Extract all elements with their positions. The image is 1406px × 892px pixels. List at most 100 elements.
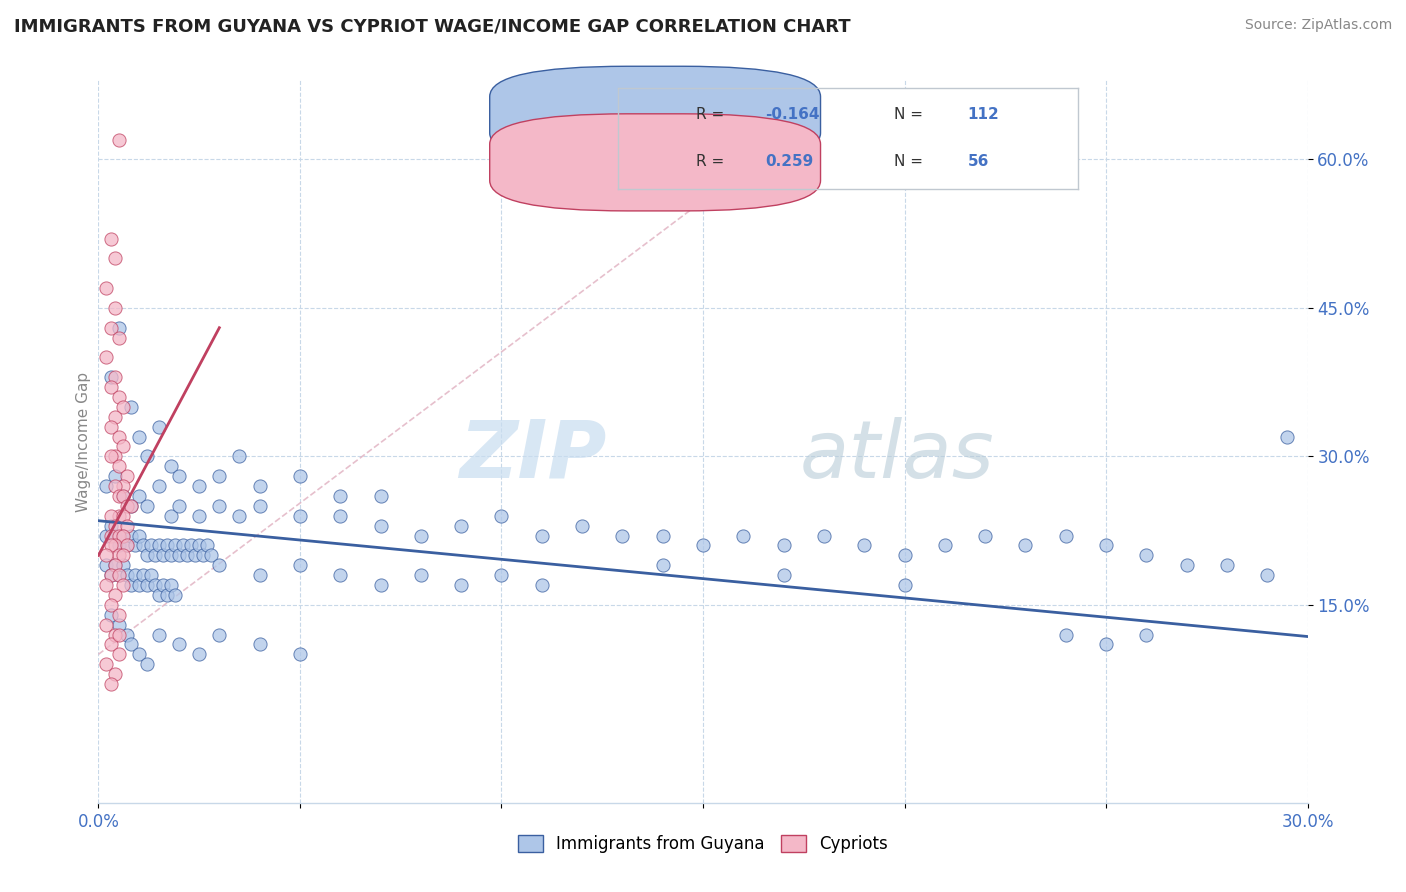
Text: Source: ZipAtlas.com: Source: ZipAtlas.com: [1244, 18, 1392, 32]
Point: [228, 508, 250, 523]
Point: [370, 518, 392, 533]
Point: [107, 508, 129, 523]
Point: [180, 539, 202, 553]
Point: [772, 539, 794, 553]
Point: [288, 508, 311, 523]
Point: [934, 539, 956, 553]
Point: [100, 598, 122, 612]
Point: [107, 627, 129, 641]
Point: [288, 469, 311, 483]
Point: [107, 330, 129, 344]
Point: [156, 539, 179, 553]
Point: [491, 508, 513, 523]
Point: [96, 657, 118, 672]
Point: [208, 469, 231, 483]
Point: [772, 568, 794, 582]
Point: [111, 578, 134, 592]
Point: [100, 528, 122, 542]
Legend: Immigrants from Guyana, Cypriots: Immigrants from Guyana, Cypriots: [510, 828, 896, 860]
Point: [1277, 429, 1299, 443]
Point: [96, 549, 118, 563]
Point: [111, 489, 134, 503]
Point: [135, 549, 157, 563]
Point: [103, 627, 125, 641]
Point: [107, 390, 129, 404]
Point: [148, 539, 170, 553]
Point: [156, 588, 179, 602]
Point: [120, 637, 142, 651]
Point: [107, 568, 129, 582]
Point: [974, 528, 997, 542]
Point: [172, 539, 194, 553]
Point: [100, 637, 122, 651]
Point: [96, 479, 118, 493]
Point: [530, 528, 553, 542]
Point: [103, 450, 125, 464]
Point: [571, 518, 593, 533]
Point: [409, 568, 432, 582]
Point: [692, 539, 714, 553]
Point: [107, 549, 129, 563]
Point: [152, 549, 174, 563]
Point: [107, 459, 129, 474]
Point: [111, 479, 134, 493]
Point: [107, 489, 129, 503]
Point: [100, 677, 122, 691]
Point: [188, 539, 211, 553]
Point: [103, 301, 125, 315]
Point: [128, 578, 150, 592]
Point: [1135, 549, 1157, 563]
Point: [288, 558, 311, 573]
Point: [160, 508, 183, 523]
Point: [96, 281, 118, 295]
Point: [120, 499, 142, 513]
Point: [103, 370, 125, 384]
Point: [370, 489, 392, 503]
Point: [135, 450, 157, 464]
Text: IMMIGRANTS FROM GUYANA VS CYPRIOT WAGE/INCOME GAP CORRELATION CHART: IMMIGRANTS FROM GUYANA VS CYPRIOT WAGE/I…: [14, 18, 851, 36]
Point: [208, 627, 231, 641]
Point: [103, 469, 125, 483]
Point: [115, 518, 138, 533]
Point: [1135, 627, 1157, 641]
Point: [103, 558, 125, 573]
Point: [1014, 539, 1036, 553]
Point: [176, 549, 198, 563]
Point: [111, 400, 134, 414]
Point: [188, 479, 211, 493]
Point: [160, 549, 183, 563]
Point: [100, 568, 122, 582]
Point: [96, 528, 118, 542]
Point: [107, 133, 129, 147]
Point: [1256, 568, 1278, 582]
Point: [152, 578, 174, 592]
Point: [128, 648, 150, 662]
Point: [100, 450, 122, 464]
Point: [103, 479, 125, 493]
Point: [160, 578, 183, 592]
Point: [96, 617, 118, 632]
Point: [100, 419, 122, 434]
Point: [111, 528, 134, 542]
Point: [651, 558, 673, 573]
Point: [329, 508, 352, 523]
Point: [188, 508, 211, 523]
Point: [100, 539, 122, 553]
Point: [132, 539, 155, 553]
Point: [115, 469, 138, 483]
Point: [249, 637, 271, 651]
Point: [148, 479, 170, 493]
Point: [100, 320, 122, 334]
Point: [124, 568, 146, 582]
Point: [128, 489, 150, 503]
Point: [249, 568, 271, 582]
Point: [107, 607, 129, 622]
Point: [651, 528, 673, 542]
Point: [100, 370, 122, 384]
Point: [100, 568, 122, 582]
Point: [100, 518, 122, 533]
Point: [128, 429, 150, 443]
Point: [107, 648, 129, 662]
Point: [450, 518, 472, 533]
Point: [1175, 558, 1198, 573]
